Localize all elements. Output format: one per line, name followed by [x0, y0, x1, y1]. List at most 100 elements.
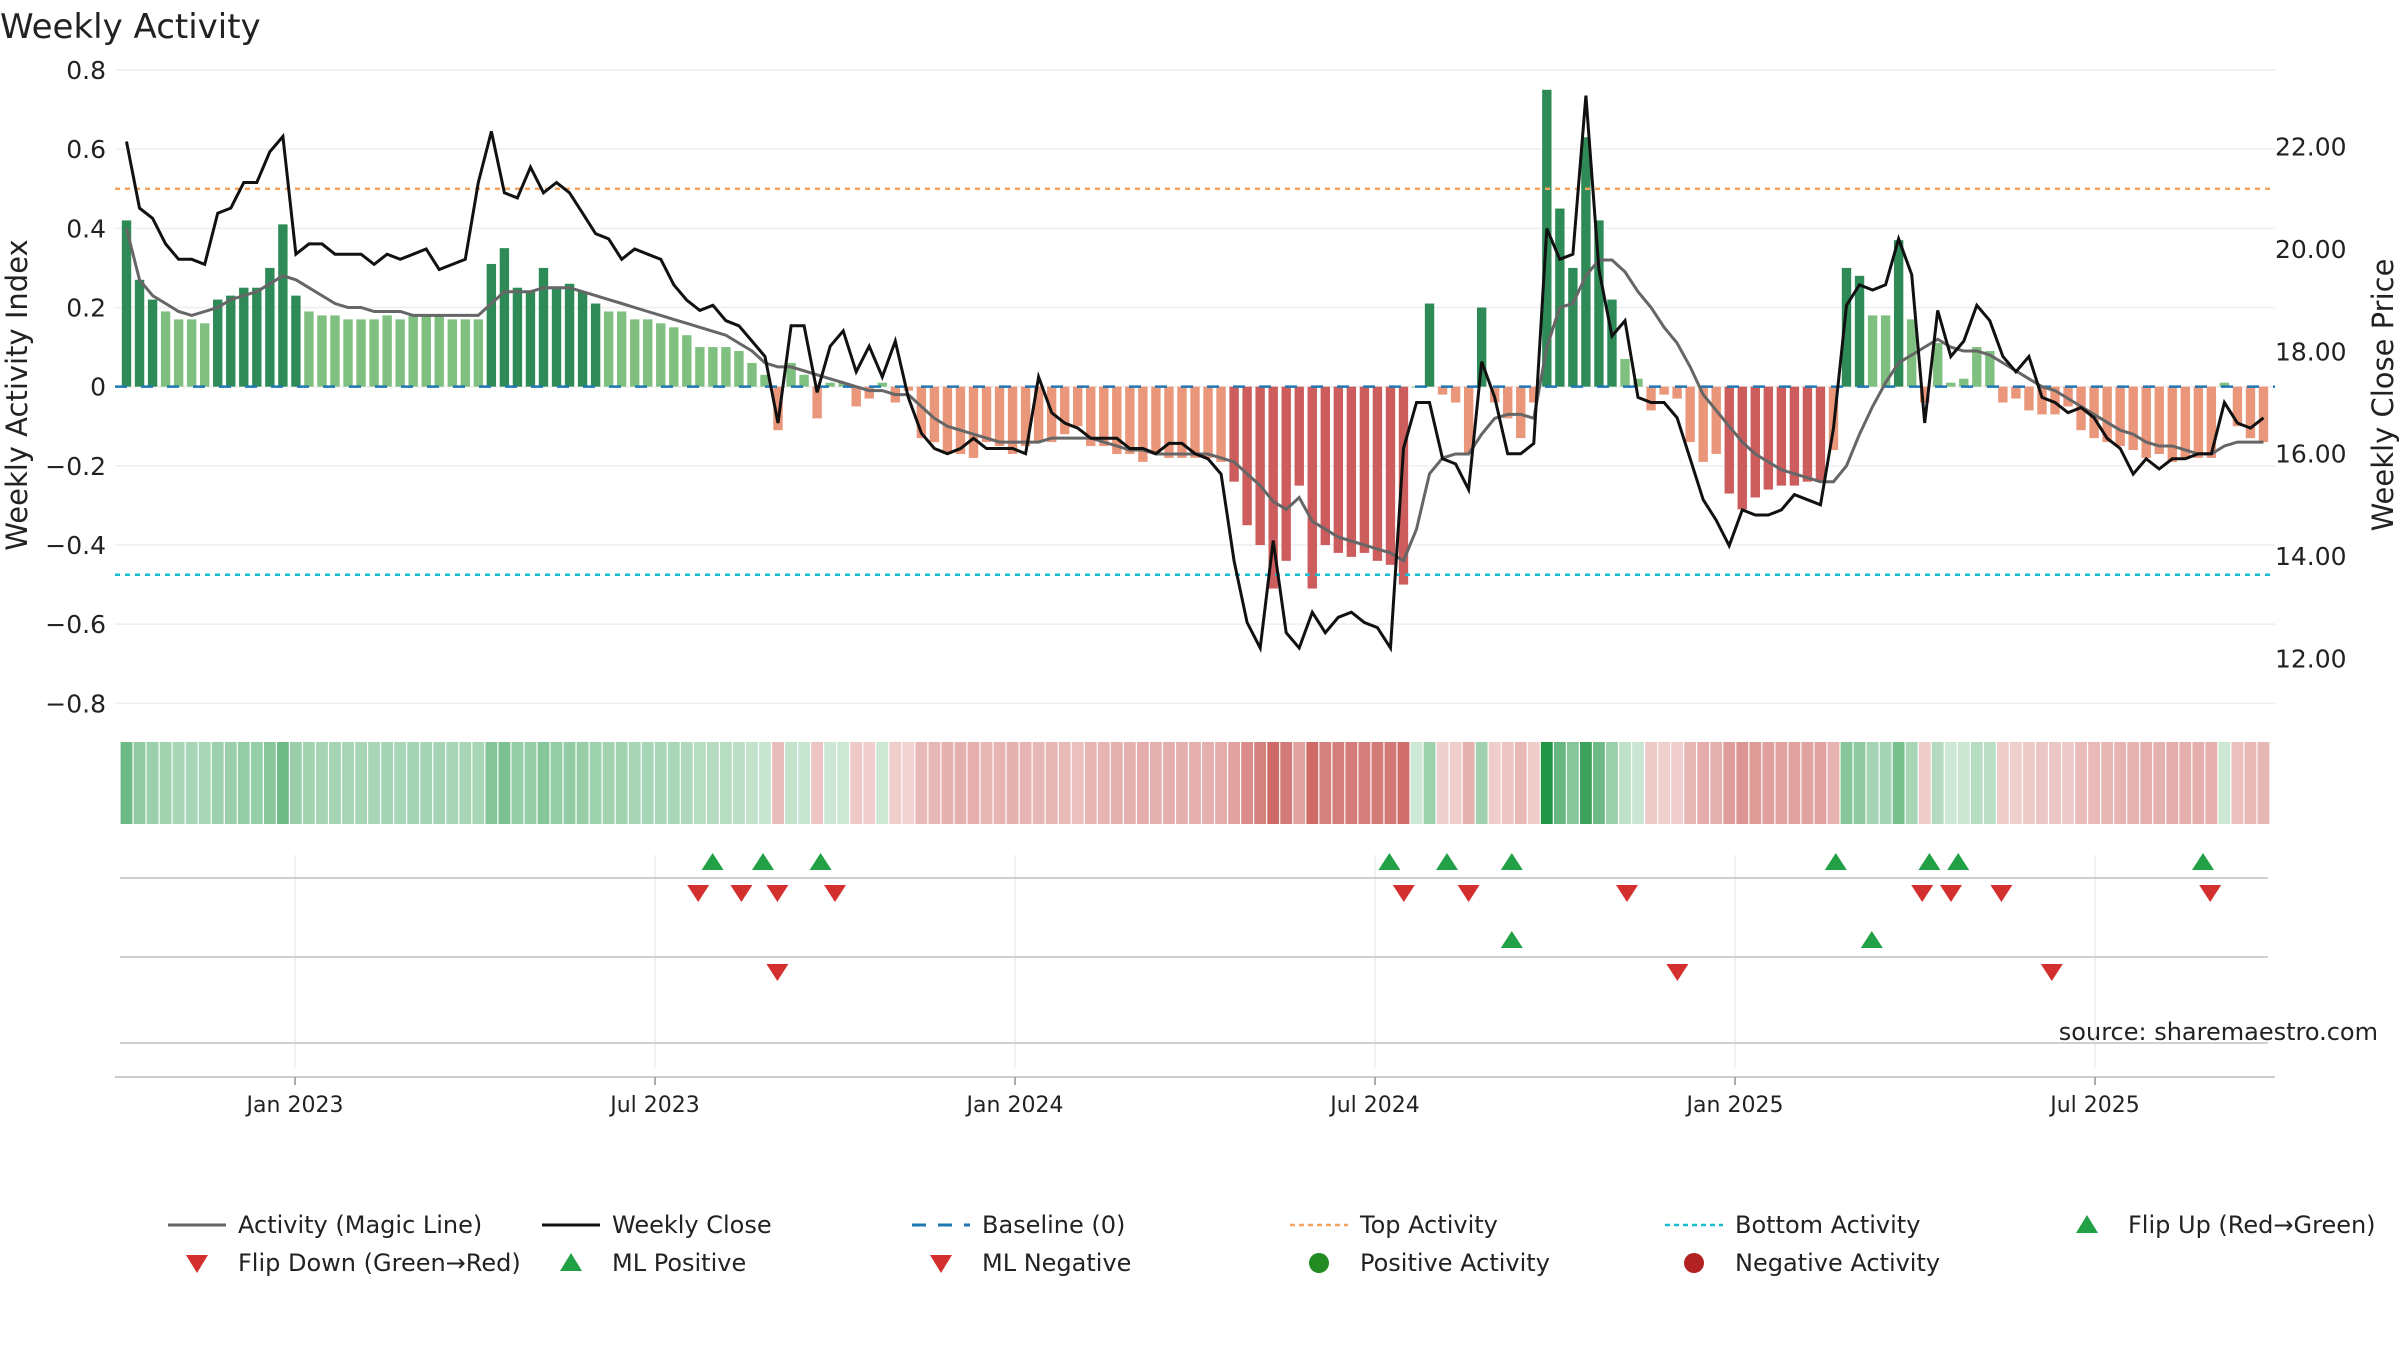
activity-strip-cell — [2101, 742, 2114, 824]
activity-strip-cell — [1645, 742, 1657, 824]
activity-strip-cell — [2218, 742, 2231, 824]
flip-down-marker — [1616, 885, 1638, 902]
flip-up-marker — [1436, 853, 1458, 870]
activity-bar — [2128, 386, 2138, 450]
x-tick-label: Jul 2025 — [2048, 1093, 2140, 1118]
y2-tick-label: 12.00 — [2275, 644, 2347, 673]
activity-strip-cell — [1475, 742, 1488, 824]
activity-bar — [643, 319, 653, 387]
activity-strip-cell — [1540, 742, 1553, 824]
activity-strip-cell — [1710, 742, 1723, 824]
activity-bar — [1138, 386, 1148, 462]
flip-down-marker — [730, 885, 753, 902]
activity-strip-cell — [159, 742, 172, 824]
activity-bar — [1959, 378, 1969, 387]
activity-strip-cell — [289, 742, 302, 824]
activity-strip-cell — [1619, 742, 1631, 824]
activity-bar — [265, 267, 275, 387]
flip-down-marker — [1392, 885, 1415, 902]
x-tick-label: Jan 2024 — [965, 1093, 1064, 1118]
activity-strip-cell — [550, 742, 563, 824]
flip-up-marker — [1378, 853, 1401, 870]
activity-bar — [2102, 386, 2112, 443]
activity-strip-cell — [1697, 742, 1710, 824]
activity-strip-cell — [381, 742, 394, 824]
activity-bar — [994, 386, 1005, 447]
activity-bar — [1503, 386, 1513, 419]
activity-bar — [1229, 386, 1239, 482]
activity-strip-cell — [1319, 742, 1332, 824]
activity-bar — [1268, 386, 1278, 589]
activity-bar — [2037, 386, 2047, 415]
activity-strip-cell — [1827, 742, 1840, 824]
flip-down-marker — [1457, 885, 1480, 902]
activity-bar — [512, 287, 523, 387]
activity-strip-cell — [1553, 742, 1566, 824]
activity-bar — [1906, 319, 1917, 387]
activity-bar — [525, 291, 536, 387]
y-tick-label: −0.6 — [45, 610, 106, 639]
activity-strip-cell — [889, 742, 902, 824]
activity-bar — [1385, 386, 1396, 565]
activity-strip-cell — [759, 742, 771, 824]
activity-strip-cell — [459, 742, 472, 824]
activity-strip-cell — [1632, 742, 1644, 824]
activity-strip-cell — [1566, 742, 1579, 824]
chart-title: Weekly Activity — [0, 7, 261, 47]
x-tick-label: Jul 2023 — [608, 1093, 700, 1118]
activity-strip-cell — [876, 742, 889, 824]
x-tick-label: Jan 2025 — [1685, 1093, 1784, 1118]
activity-strip-cell — [1097, 742, 1110, 824]
activity-strip-cell — [1267, 742, 1280, 824]
activity-strip-cell — [993, 742, 1006, 824]
flip-up-marker — [1947, 853, 1970, 870]
activity-strip-cell — [798, 742, 811, 824]
activity-strip-cell — [1280, 742, 1293, 824]
activity-strip-cell — [733, 742, 745, 824]
activity-strip-cell — [1345, 742, 1358, 824]
activity-bar — [369, 319, 379, 387]
activity-strip-cell — [980, 742, 993, 824]
activity-strip-cell — [2062, 742, 2074, 824]
activity-bar — [173, 319, 184, 387]
x-tick-label: Jan 2023 — [245, 1093, 344, 1118]
activity-bar — [1450, 386, 1461, 403]
y2-tick-label: 14.00 — [2275, 542, 2347, 571]
activity-bar — [1060, 386, 1070, 435]
activity-bar — [590, 303, 601, 387]
ml-positive-marker — [1860, 931, 1883, 948]
activity-bar — [2206, 386, 2217, 458]
activity-strip-cell — [1202, 742, 1214, 824]
activity-strip-cell — [1853, 742, 1866, 824]
activity-strip-cell — [1866, 742, 1879, 824]
activity-bar — [1880, 315, 1891, 387]
legend-negative-activity-label: Negative Activity — [1735, 1249, 1940, 1277]
activity-bar — [2141, 386, 2151, 458]
activity-bar — [551, 287, 562, 387]
activity-strip-cell — [524, 742, 537, 824]
y-tick-label: −0.8 — [45, 689, 106, 718]
activity-strip-cell — [902, 742, 915, 824]
activity-strip-cell — [407, 742, 420, 824]
activity-strip-cell — [785, 742, 797, 824]
y-axis-label: Weekly Activity Index — [0, 239, 34, 550]
activity-strip-cell — [1032, 742, 1045, 824]
activity-strip-cell — [120, 742, 133, 824]
activity-bar — [838, 382, 848, 387]
activity-bar — [499, 248, 510, 387]
activity-strip-cell — [316, 742, 328, 824]
activity-strip-cell — [1423, 742, 1436, 824]
activity-strip-cell — [1527, 742, 1540, 824]
activity-strip-cell — [1684, 742, 1697, 824]
activity-bar — [1190, 386, 1200, 458]
activity-strip-cell — [537, 742, 550, 824]
activity-bar — [473, 319, 484, 387]
activity-strip-cell — [915, 742, 928, 824]
activity-strip-cell — [303, 742, 315, 824]
activity-bar — [2245, 386, 2256, 439]
activity-bar — [1398, 386, 1409, 585]
activity-strip-cell — [276, 742, 289, 824]
activity-strip-cell — [394, 742, 407, 824]
activity-bar — [2089, 386, 2099, 439]
activity-bar — [1659, 386, 1669, 395]
